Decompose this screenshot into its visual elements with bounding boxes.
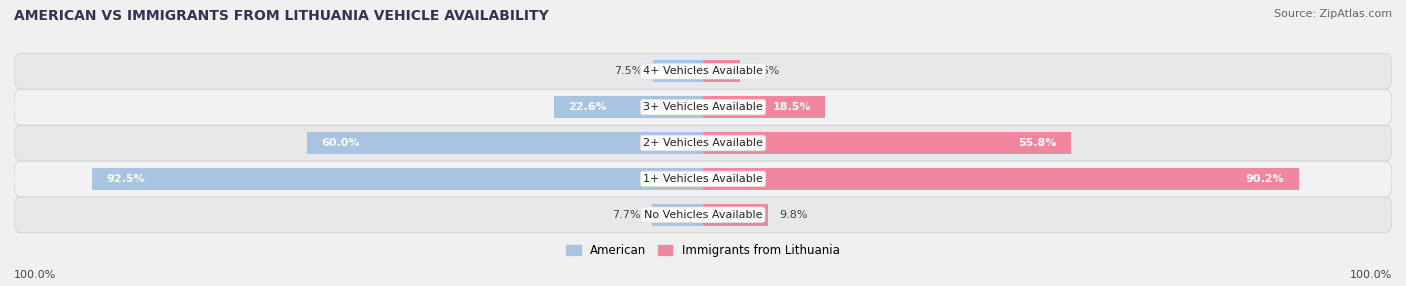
FancyBboxPatch shape [14, 161, 1392, 197]
Bar [703, 204, 768, 226]
Text: 1+ Vehicles Available: 1+ Vehicles Available [643, 174, 763, 184]
Bar [652, 204, 703, 226]
FancyBboxPatch shape [14, 89, 1392, 125]
Text: AMERICAN VS IMMIGRANTS FROM LITHUANIA VEHICLE AVAILABILITY: AMERICAN VS IMMIGRANTS FROM LITHUANIA VE… [14, 9, 548, 23]
Bar [703, 132, 1071, 154]
Bar [307, 132, 703, 154]
Text: 7.5%: 7.5% [613, 66, 643, 76]
Text: 18.5%: 18.5% [772, 102, 811, 112]
Text: 3+ Vehicles Available: 3+ Vehicles Available [643, 102, 763, 112]
Bar [554, 96, 703, 118]
Text: 100.0%: 100.0% [1350, 270, 1392, 280]
Text: 4+ Vehicles Available: 4+ Vehicles Available [643, 66, 763, 76]
Text: 60.0%: 60.0% [321, 138, 360, 148]
Bar [93, 168, 703, 190]
Bar [703, 96, 825, 118]
Legend: American, Immigrants from Lithuania: American, Immigrants from Lithuania [562, 239, 844, 262]
FancyBboxPatch shape [14, 125, 1392, 161]
FancyBboxPatch shape [14, 53, 1392, 89]
Bar [703, 60, 740, 82]
Text: 7.7%: 7.7% [612, 210, 641, 220]
Text: 100.0%: 100.0% [14, 270, 56, 280]
Text: 22.6%: 22.6% [568, 102, 607, 112]
Text: 90.2%: 90.2% [1246, 174, 1284, 184]
Text: 9.8%: 9.8% [779, 210, 807, 220]
Text: 5.6%: 5.6% [751, 66, 780, 76]
FancyBboxPatch shape [14, 197, 1392, 233]
Bar [703, 168, 1299, 190]
Bar [654, 60, 703, 82]
Text: Source: ZipAtlas.com: Source: ZipAtlas.com [1274, 9, 1392, 19]
Text: No Vehicles Available: No Vehicles Available [644, 210, 762, 220]
Text: 2+ Vehicles Available: 2+ Vehicles Available [643, 138, 763, 148]
Text: 55.8%: 55.8% [1019, 138, 1057, 148]
Text: 92.5%: 92.5% [107, 174, 145, 184]
